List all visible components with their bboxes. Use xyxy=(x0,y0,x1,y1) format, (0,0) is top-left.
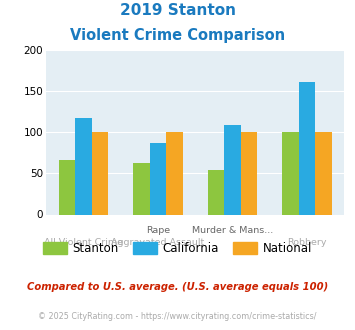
Bar xyxy=(75,118,92,214)
Text: © 2025 CityRating.com - https://www.cityrating.com/crime-statistics/: © 2025 CityRating.com - https://www.city… xyxy=(38,312,317,321)
Bar xyxy=(315,132,332,214)
Bar xyxy=(166,132,182,214)
Text: Robbery: Robbery xyxy=(287,238,327,247)
Text: Aggravated Assault: Aggravated Assault xyxy=(111,238,204,247)
Legend: Stanton, California, National: Stanton, California, National xyxy=(38,237,317,259)
Bar xyxy=(283,132,299,214)
Bar xyxy=(224,125,241,214)
Bar xyxy=(150,143,166,214)
Text: Violent Crime Comparison: Violent Crime Comparison xyxy=(70,28,285,43)
Text: Murder & Mans...: Murder & Mans... xyxy=(192,226,273,235)
Bar xyxy=(299,82,315,214)
Bar xyxy=(133,163,150,214)
Bar xyxy=(208,170,224,215)
Text: Compared to U.S. average. (U.S. average equals 100): Compared to U.S. average. (U.S. average … xyxy=(27,282,328,292)
Bar xyxy=(241,132,257,214)
Text: 2019 Stanton: 2019 Stanton xyxy=(120,3,235,18)
Text: All Violent Crime: All Violent Crime xyxy=(44,238,123,247)
Text: Rape: Rape xyxy=(146,226,170,235)
Bar xyxy=(92,132,108,214)
Bar xyxy=(59,160,75,214)
